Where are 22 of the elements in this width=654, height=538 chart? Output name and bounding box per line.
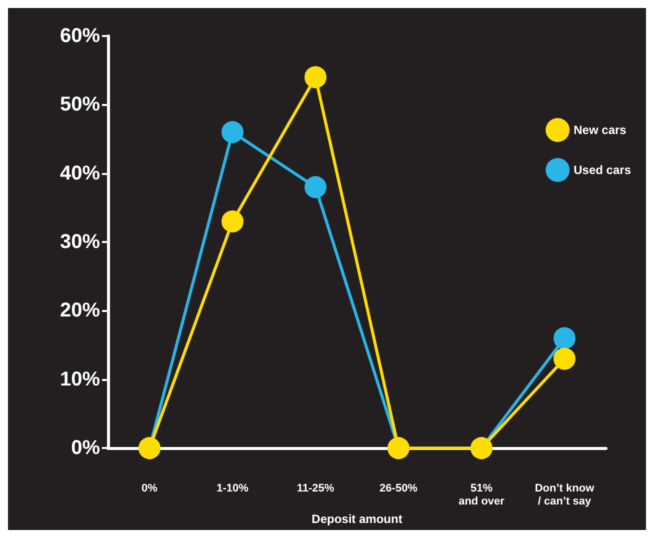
y-tick-label: 10%: [60, 368, 100, 390]
y-tick-label: 60%: [60, 25, 100, 47]
x-tick-label: 26-50%: [380, 482, 418, 495]
x-axis-title: Deposit amount: [312, 512, 402, 526]
point: [304, 66, 326, 88]
y-tick-label: 40%: [60, 162, 100, 184]
x-tick-label: 0%: [142, 482, 158, 495]
y-tick-label: 20%: [60, 300, 100, 322]
legend-label: Used cars: [574, 163, 632, 177]
x-tick-label: Don’t know / can’t say: [534, 482, 595, 508]
x-tick-label: 51% and over: [458, 482, 506, 508]
y-tick-label: 30%: [60, 231, 100, 254]
point: [554, 327, 576, 350]
legend-label: New cars: [574, 123, 627, 137]
x-tick-label: 11-25%: [296, 482, 334, 495]
y-tick-label: 0%: [71, 437, 100, 460]
point: [304, 176, 326, 198]
x-tick-label: 1-10%: [216, 482, 249, 495]
point: [222, 210, 244, 232]
y-tick-label: 50%: [60, 94, 100, 116]
point: [222, 121, 244, 144]
point: [554, 348, 576, 370]
